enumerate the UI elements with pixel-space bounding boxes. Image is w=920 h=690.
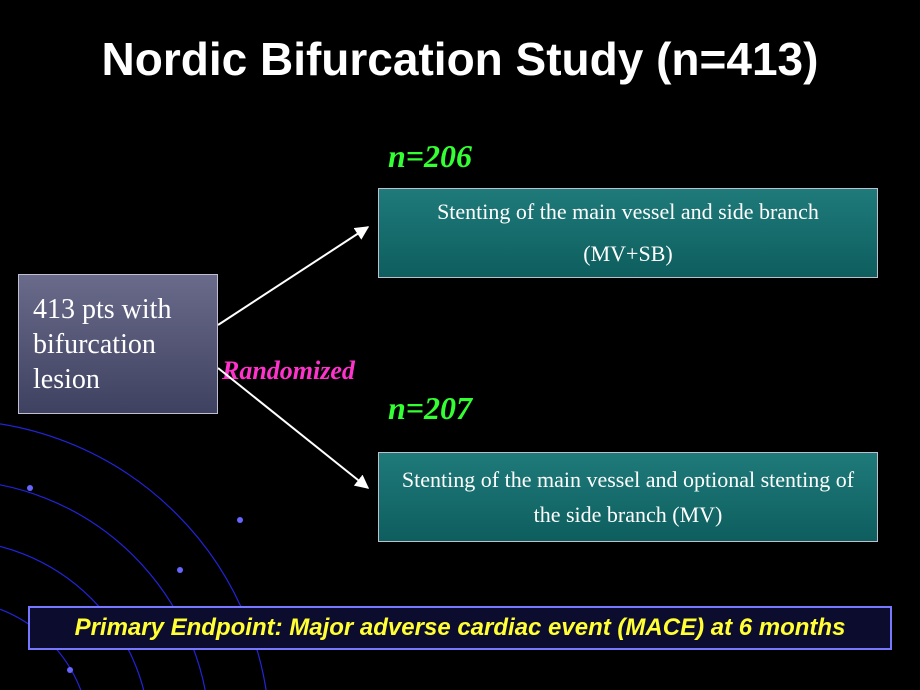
n-label-top: n=206 (388, 138, 472, 175)
arm-top-text: Stenting of the main vessel and side bra… (399, 191, 857, 275)
endpoint-box: Primary Endpoint: Major adverse cardiac … (28, 606, 892, 650)
n-label-bottom: n=207 (388, 390, 472, 427)
arrow-to-top (218, 215, 378, 345)
endpoint-text: Primary Endpoint: Major adverse cardiac … (75, 614, 846, 642)
source-box-text: 413 pts with bifurcation lesion (33, 292, 203, 397)
arm-bottom-text: Stenting of the main vessel and optional… (399, 462, 857, 532)
randomized-label: Randomized (222, 356, 355, 386)
arm-bottom-box: Stenting of the main vessel and optional… (378, 452, 878, 542)
arm-top-box: Stenting of the main vessel and side bra… (378, 188, 878, 278)
slide-title: Nordic Bifurcation Study (n=413) (0, 32, 920, 86)
source-box: 413 pts with bifurcation lesion (18, 274, 218, 414)
